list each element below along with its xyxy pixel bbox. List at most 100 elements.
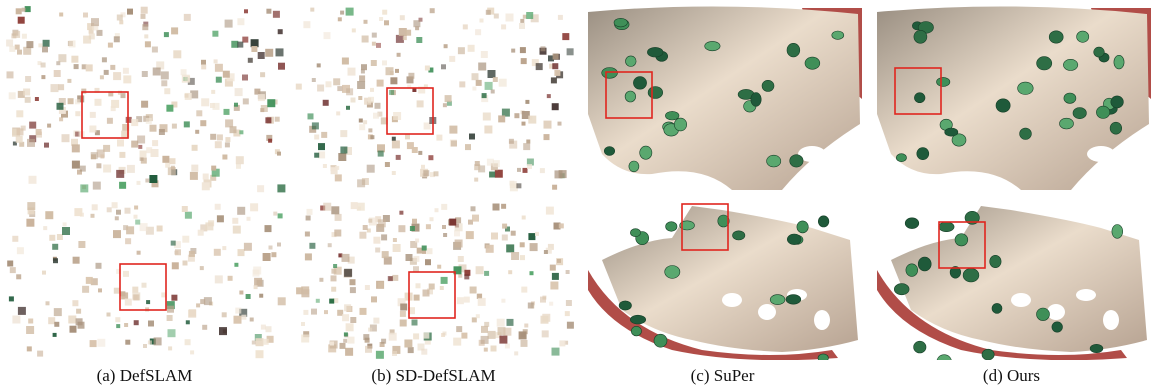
point-cloud-point (322, 99, 329, 106)
point-cloud-point (318, 143, 325, 151)
point-cloud-point (535, 63, 543, 71)
point-cloud-point (540, 296, 546, 303)
point-cloud-point (101, 57, 107, 63)
marker-blob (761, 80, 775, 92)
point-cloud-point (334, 213, 342, 221)
point-cloud-point (509, 140, 518, 149)
point-cloud-point (333, 78, 341, 86)
point-cloud-point (520, 18, 525, 23)
point-cloud-point (49, 234, 56, 241)
marker-blob (944, 127, 959, 137)
point-cloud-point (442, 331, 447, 336)
point-cloud-point (266, 335, 274, 343)
point-cloud-point (337, 86, 343, 92)
point-cloud-point (239, 130, 244, 135)
point-cloud-point (149, 338, 156, 345)
point-cloud-point (169, 158, 176, 165)
point-cloud-point (214, 203, 221, 210)
point-cloud-point (20, 125, 26, 131)
point-cloud-point (114, 216, 119, 221)
point-cloud-point (481, 95, 489, 103)
point-cloud-point (262, 253, 271, 261)
point-cloud-point (454, 239, 463, 248)
point-cloud-point (382, 60, 387, 66)
point-cloud-point (358, 118, 363, 123)
point-cloud-point (45, 211, 54, 220)
point-cloud-point (94, 87, 100, 93)
tissue-surface (891, 206, 1147, 352)
point-cloud-point (370, 87, 374, 92)
point-cloud-point (225, 119, 234, 128)
point-cloud-point (103, 69, 109, 75)
marker-blob (625, 55, 637, 67)
point-cloud-point (116, 324, 121, 329)
point-cloud-point (516, 183, 522, 189)
point-cloud-point (384, 20, 389, 26)
surface-hole (1087, 146, 1115, 162)
marker-blob (717, 214, 730, 228)
point-cloud-point (411, 319, 418, 326)
point-cloud-point (498, 115, 506, 123)
point-cloud-point (26, 41, 34, 49)
marker-blob (954, 233, 969, 247)
point-cloud-point (120, 291, 126, 297)
point-cloud-point (530, 14, 539, 23)
point-cloud-point (134, 205, 139, 210)
point-cloud-point (340, 130, 348, 138)
point-cloud-point (415, 283, 421, 289)
point-cloud-point (265, 117, 272, 124)
point-cloud-point (498, 78, 507, 87)
point-cloud-point (303, 21, 311, 29)
marker-blob (786, 42, 801, 58)
point-cloud-point (361, 178, 369, 185)
point-cloud-point (201, 59, 206, 65)
point-cloud-point (527, 164, 532, 169)
point-cloud-point (196, 303, 201, 308)
point-cloud-point (485, 9, 491, 15)
point-cloud-point (356, 202, 365, 211)
point-cloud-point (37, 350, 44, 357)
marker-blob (917, 256, 932, 272)
point-cloud-point (566, 321, 574, 329)
marker-blob (818, 215, 830, 228)
marker-blob (895, 153, 907, 162)
point-cloud-point (58, 106, 66, 114)
point-cloud-point (437, 264, 442, 269)
point-cloud-point (436, 134, 443, 141)
point-cloud-point (494, 169, 503, 178)
point-cloud-point (363, 19, 368, 24)
point-cloud-point (145, 178, 150, 183)
point-cloud-point (167, 329, 176, 338)
point-cloud-point (277, 297, 286, 306)
point-cloud-point (310, 7, 315, 12)
point-cloud-point (357, 81, 366, 89)
point-cloud-point (548, 55, 554, 62)
point-cloud-point (475, 266, 484, 275)
point-cloud-point (325, 81, 332, 88)
point-cloud-point (304, 253, 312, 261)
panel-b: (b) SD-DefSLAM (289, 0, 578, 390)
point-cloud-point (343, 332, 348, 337)
point-cloud-point (389, 89, 395, 95)
panel-c-bottom-view (582, 200, 864, 360)
point-cloud-point (551, 103, 559, 111)
point-cloud-point (314, 152, 320, 158)
point-cloud-point (301, 286, 310, 295)
point-cloud-point (358, 96, 363, 100)
point-cloud-point (152, 67, 161, 76)
point-cloud-point (107, 42, 113, 48)
point-cloud-point (50, 84, 59, 93)
marker-blob (914, 92, 926, 103)
point-cloud-point (329, 298, 335, 304)
point-cloud-point (17, 49, 22, 55)
point-cloud-point (458, 273, 463, 278)
highlight-box (894, 67, 942, 115)
point-cloud-point (528, 115, 537, 124)
point-cloud-point (68, 40, 76, 48)
point-cloud-point (108, 91, 114, 97)
marker-blob (991, 303, 1003, 314)
marker-blob (601, 67, 618, 79)
point-cloud-point (62, 222, 67, 227)
point-cloud-point (277, 242, 281, 247)
